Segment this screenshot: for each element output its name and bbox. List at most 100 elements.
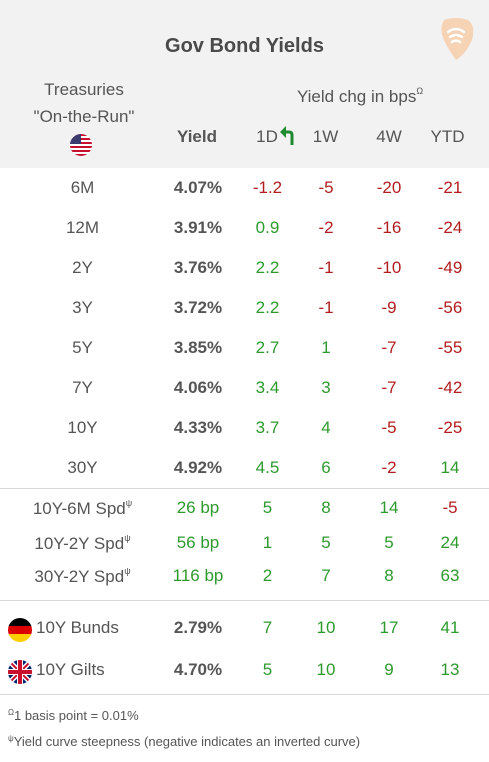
- change-1w-value: 3: [321, 378, 331, 397]
- yield-value: 3.72%: [173, 298, 223, 317]
- change-ytd-value: 13: [440, 660, 460, 679]
- change-1w-value: 4: [321, 418, 331, 437]
- row-label: 10Y Gilts: [36, 660, 105, 679]
- uk-flag-icon: [8, 660, 32, 684]
- change-4w-value: 17: [379, 618, 399, 637]
- green-up-left-arrow-icon: [280, 126, 294, 145]
- table-row: 12M 3.91% 0.9 -2 -16 -24: [0, 214, 489, 244]
- row-label: 7Y: [72, 378, 93, 397]
- change-1w-value: 6: [321, 458, 331, 477]
- yield-value: 26 bp: [176, 498, 220, 517]
- change-ytd-value: 63: [440, 566, 460, 585]
- row-label: 10Y-6M Spdψ: [0, 498, 165, 519]
- row-label: 12M: [65, 218, 100, 237]
- change-1w-value: 7: [321, 566, 331, 585]
- yield-value: 4.33%: [173, 418, 223, 437]
- table-row: 10Y Gilts 4.70% 5 10 9 13: [0, 656, 489, 686]
- column-header-yield: Yield: [177, 127, 217, 146]
- change-4w-value: 8: [384, 566, 394, 585]
- table-row: 30Y 4.92% 4.5 6 -2 14: [0, 454, 489, 484]
- change-ytd-value: -56: [437, 298, 463, 317]
- column-header-ytd: YTD: [430, 127, 465, 146]
- on-the-run-label: "On-the-Run": [33, 107, 135, 126]
- change-1d-value: 2.2: [255, 258, 280, 277]
- psi-footnote-marker: ψ: [125, 498, 133, 508]
- footnote-basis-point: Ω1 basis point = 0.01%: [8, 708, 139, 723]
- yield-value: 4.07%: [173, 178, 223, 197]
- change-ytd-value: 41: [440, 618, 460, 637]
- change-ytd-value: -5: [442, 498, 458, 517]
- section-divider: [0, 488, 489, 489]
- table-row: 7Y 4.06% 3.4 3 -7 -42: [0, 374, 489, 404]
- change-4w-value: -5: [381, 418, 397, 437]
- column-header-4w: 4W: [376, 127, 402, 146]
- table-row: 10Y 4.33% 3.7 4 -5 -25: [0, 414, 489, 444]
- table-row: 3Y 3.72% 2.2 -1 -9 -56: [0, 294, 489, 324]
- change-ytd-value: -24: [437, 218, 463, 237]
- brand-logo-icon: [441, 18, 474, 60]
- yield-value: 4.92%: [173, 458, 223, 477]
- yield-value: 3.76%: [173, 258, 223, 277]
- row-label: 30Y-2Y Spdψ: [0, 566, 165, 587]
- section-divider: [0, 694, 489, 695]
- change-4w-value: 14: [379, 498, 399, 517]
- psi-footnote-marker: ψ: [8, 734, 14, 743]
- row-label-text: 10Y-6M Spd: [32, 499, 126, 518]
- change-1w-value: -1: [318, 298, 334, 317]
- change-1d-value: 2: [262, 566, 273, 585]
- change-1d-value: -1.2: [252, 178, 283, 197]
- change-1w-value: 8: [321, 498, 331, 517]
- change-ytd-value: -49: [437, 258, 463, 277]
- change-1w-value: 10: [316, 660, 336, 679]
- yield-change-label: Yield chg in bps: [296, 87, 417, 106]
- table-row: 6M 4.07% -1.2 -5 -20 -21: [0, 174, 489, 204]
- change-ytd-value: 14: [440, 458, 460, 477]
- omega-footnote-marker: Ω: [8, 708, 14, 717]
- change-1w-value: 1: [321, 338, 331, 357]
- change-1w-value: 5: [321, 533, 331, 552]
- section-divider: [0, 600, 489, 601]
- change-4w-value: -7: [381, 338, 397, 357]
- row-label: 10Y: [67, 418, 98, 437]
- row-label: 10Y-2Y Spdψ: [0, 533, 165, 554]
- change-4w-value: -9: [381, 298, 397, 317]
- treasuries-label: Treasuries: [44, 80, 124, 99]
- table-row: 2Y 3.76% 2.2 -1 -10 -49: [0, 254, 489, 284]
- change-1w-value: -5: [318, 178, 334, 197]
- change-1w-value: -1: [318, 258, 334, 277]
- change-1d-value: 5: [262, 660, 273, 679]
- omega-footnote-marker: Ω: [416, 86, 424, 96]
- row-label: 6M: [70, 178, 95, 197]
- change-1w-value: -2: [318, 218, 334, 237]
- table-row: 5Y 3.85% 2.7 1 -7 -55: [0, 334, 489, 364]
- change-4w-value: 9: [384, 660, 394, 679]
- table-row: 10Y-2Y Spdψ 56 bp 1 5 5 24: [0, 529, 489, 559]
- psi-footnote-marker: ψ: [124, 566, 131, 576]
- yield-value: 3.85%: [173, 338, 223, 357]
- change-4w-value: -10: [376, 258, 402, 277]
- change-ytd-value: -55: [437, 338, 463, 357]
- change-1d-value: 3.7: [255, 418, 280, 437]
- change-1w-value: 10: [316, 618, 336, 637]
- change-ytd-value: -42: [437, 378, 463, 397]
- table-header: Gov Bond Yields Treasuries "On-the-Run" …: [0, 0, 489, 168]
- table-row: 10Y Bunds 2.79% 7 10 17 41: [0, 614, 489, 644]
- yield-value: 116 bp: [172, 566, 224, 585]
- change-ytd-value: -21: [437, 178, 463, 197]
- yield-value: 2.79%: [173, 618, 223, 637]
- column-header-1w: 1W: [312, 127, 339, 146]
- change-1d-value: 4.5: [255, 458, 280, 477]
- change-1d-value: 2.7: [255, 338, 280, 357]
- row-label-text: 30Y-2Y Spd: [34, 567, 125, 586]
- change-4w-value: -20: [376, 178, 402, 197]
- footnote-steepness-text: Yield curve steepness (negative indicate…: [13, 734, 361, 749]
- change-ytd-value: 24: [440, 533, 460, 552]
- yield-value: 3.91%: [173, 218, 223, 237]
- row-label-text: 10Y-2Y Spd: [34, 534, 125, 553]
- change-1d-value: 7: [262, 618, 273, 637]
- change-4w-value: -16: [376, 218, 402, 237]
- change-ytd-value: -25: [437, 418, 463, 437]
- row-label: 2Y: [72, 258, 93, 277]
- column-header-1d: 1D: [256, 127, 278, 146]
- footnote-basis-point-text: 1 basis point = 0.01%: [13, 708, 139, 723]
